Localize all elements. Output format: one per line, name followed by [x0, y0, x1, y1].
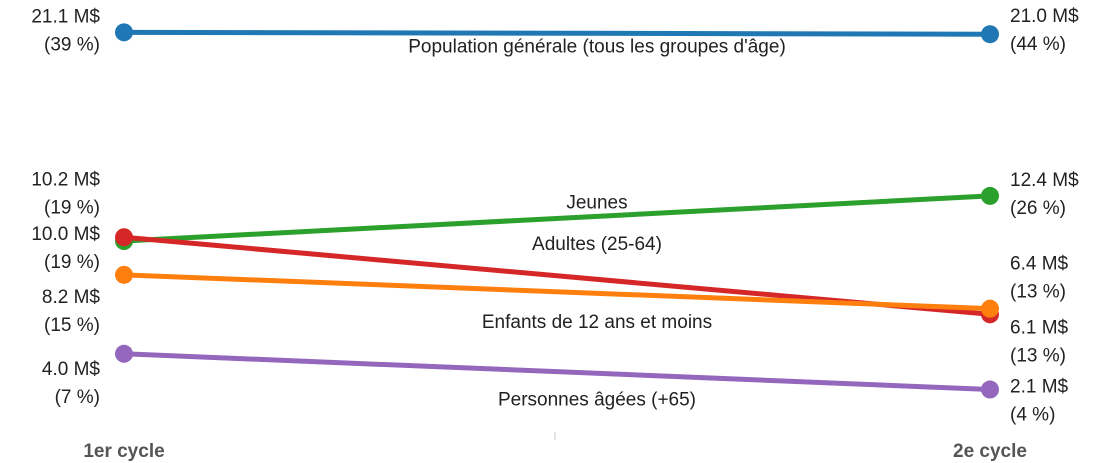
- share-label: (19 %): [44, 252, 100, 273]
- share-label: (15 %): [44, 315, 100, 336]
- point: [981, 299, 999, 318]
- series-label: Enfants de 12 ans et moins: [482, 312, 712, 333]
- share-label: (13 %): [1010, 345, 1066, 366]
- slope-line: [123, 29, 991, 37]
- value-label: 10.0 M$: [31, 224, 100, 245]
- value-label: 4.0 M$: [42, 359, 101, 380]
- share-label: (13 %): [1010, 282, 1066, 303]
- value-label: 2.1 M$: [1010, 377, 1069, 398]
- share-label: (26 %): [1010, 198, 1066, 219]
- value-label: 8.2 M$: [42, 287, 101, 308]
- category-label: 1er cycle: [83, 441, 164, 462]
- value-label: 6.1 M$: [1010, 317, 1069, 338]
- value-label: 6.4 M$: [1010, 254, 1069, 275]
- share-label: (4 %): [1010, 405, 1055, 426]
- value-label: 12.4 M$: [1010, 170, 1079, 191]
- category-label: 2e cycle: [953, 441, 1027, 462]
- series-label: Population générale (tous les groupes d'…: [408, 36, 786, 57]
- point: [115, 228, 133, 247]
- value-label: 21.1 M$: [31, 6, 100, 27]
- value-label: 21.0 M$: [1010, 6, 1079, 27]
- series-label: Adultes (25-64): [532, 234, 662, 255]
- value-label: 10.2 M$: [31, 169, 100, 190]
- point: [115, 344, 133, 363]
- point: [981, 25, 999, 44]
- series-label: Personnes âgées (+65): [498, 390, 696, 411]
- slope-line: [123, 272, 991, 312]
- share-label: (44 %): [1010, 34, 1066, 55]
- share-label: (19 %): [44, 197, 100, 218]
- slope-line: [123, 351, 991, 393]
- point: [115, 265, 133, 284]
- point: [981, 380, 999, 399]
- slope-line: [123, 193, 991, 244]
- point: [115, 23, 133, 42]
- series-label: Jeunes: [566, 192, 627, 213]
- point: [981, 186, 999, 205]
- share-label: (7 %): [55, 387, 100, 408]
- share-label: (39 %): [44, 34, 100, 55]
